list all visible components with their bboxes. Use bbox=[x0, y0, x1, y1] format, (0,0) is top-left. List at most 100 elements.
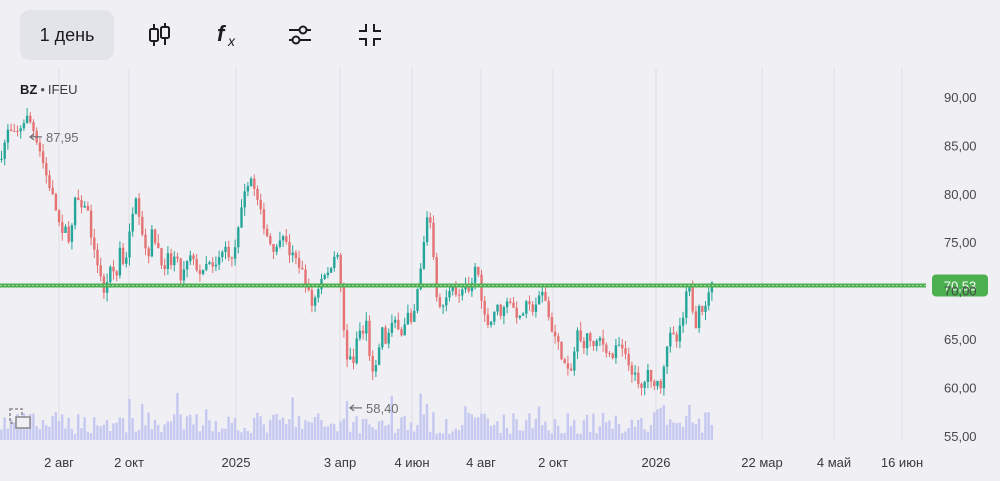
volume-bar bbox=[445, 418, 448, 440]
candle-body bbox=[496, 304, 499, 312]
volume-bar bbox=[118, 417, 121, 440]
volume-bar bbox=[544, 421, 547, 440]
indicators-button[interactable]: f x bbox=[209, 14, 249, 56]
candle-body bbox=[285, 236, 288, 242]
volume-bar bbox=[537, 406, 541, 440]
candle-body bbox=[550, 317, 554, 332]
candle-body bbox=[665, 346, 669, 367]
candle-body bbox=[294, 252, 298, 259]
volume-bar bbox=[329, 423, 333, 440]
volume-bar bbox=[646, 431, 649, 440]
volume-bar bbox=[240, 432, 243, 440]
candle-body bbox=[528, 301, 531, 305]
candle-body bbox=[256, 188, 259, 200]
candle-body bbox=[435, 257, 438, 298]
candle-body bbox=[566, 363, 570, 369]
candle-body bbox=[291, 252, 294, 256]
volume-bar bbox=[195, 414, 198, 440]
candle-body bbox=[326, 272, 330, 276]
svg-text:x: x bbox=[227, 33, 236, 49]
candle-body bbox=[467, 284, 470, 292]
volume-bar bbox=[182, 429, 185, 440]
volume-bar bbox=[592, 413, 595, 440]
layers-button[interactable] bbox=[8, 406, 34, 432]
fullscreen-button[interactable] bbox=[350, 14, 390, 56]
volume-bar bbox=[611, 428, 614, 440]
candle-body bbox=[361, 330, 365, 334]
volume-bar bbox=[515, 419, 518, 440]
volume-bar bbox=[685, 416, 688, 440]
volume-bar bbox=[253, 417, 256, 440]
candle-body bbox=[659, 380, 662, 389]
period-button[interactable]: 1 день bbox=[20, 10, 114, 60]
volume-bar bbox=[406, 430, 409, 440]
candle-body bbox=[173, 256, 176, 266]
candle-body bbox=[9, 129, 13, 131]
candle-body bbox=[653, 381, 656, 387]
volume-bar bbox=[579, 433, 582, 440]
current-price-tag bbox=[932, 274, 988, 297]
volume-bar bbox=[457, 430, 461, 440]
volume-bar bbox=[144, 425, 147, 440]
candle-body bbox=[477, 266, 480, 275]
candle-body bbox=[179, 258, 182, 281]
candle-body bbox=[307, 285, 310, 290]
volume-bar bbox=[336, 431, 339, 440]
candle-body bbox=[112, 266, 115, 272]
candle-body bbox=[384, 327, 387, 344]
candle-body bbox=[429, 217, 432, 223]
volume-bar bbox=[566, 413, 569, 440]
candle-body bbox=[553, 331, 557, 337]
volume-bar bbox=[323, 426, 326, 440]
volume-bar bbox=[502, 414, 505, 440]
candle-body bbox=[624, 348, 627, 355]
volume-bar bbox=[454, 428, 457, 440]
volume-bar bbox=[134, 431, 137, 440]
candle-body bbox=[685, 291, 688, 318]
volume-bar bbox=[397, 428, 400, 440]
x-tick-label: 2026 bbox=[642, 455, 671, 470]
candle-body bbox=[457, 294, 461, 296]
volume-bar bbox=[246, 430, 249, 440]
candle-body bbox=[390, 322, 394, 333]
volume-bar bbox=[349, 431, 352, 440]
volume-bar bbox=[662, 404, 665, 440]
candle-body bbox=[246, 186, 250, 192]
volume-bar bbox=[701, 432, 704, 440]
candle-body bbox=[413, 310, 416, 322]
price-chart[interactable]: 70,53 90,00 85,00 80,00 75,00 70,00 65,00 60,0… bbox=[0, 64, 1000, 481]
candle-body bbox=[473, 266, 477, 283]
volume-bar bbox=[643, 429, 646, 440]
candle-body bbox=[432, 222, 435, 258]
candle-body bbox=[166, 253, 170, 269]
volume-bar bbox=[285, 423, 288, 440]
candle-body bbox=[147, 248, 150, 257]
volume-bar bbox=[573, 419, 576, 440]
candle-body bbox=[352, 356, 355, 364]
candle-body bbox=[448, 290, 451, 298]
volume-bar bbox=[112, 423, 115, 440]
candle-body bbox=[198, 270, 202, 275]
candlestick-button[interactable] bbox=[139, 14, 179, 56]
x-tick-label: 2 авг bbox=[44, 455, 74, 470]
volume-bar bbox=[681, 426, 685, 440]
candle-body bbox=[230, 257, 234, 259]
candle-body bbox=[80, 200, 83, 208]
candle-body bbox=[633, 372, 637, 375]
settings-button[interactable] bbox=[280, 14, 320, 56]
candle-body bbox=[99, 265, 102, 277]
volume-bar bbox=[147, 412, 150, 440]
candle-body bbox=[269, 236, 272, 244]
volume-bar bbox=[653, 412, 656, 440]
candle-body bbox=[557, 336, 560, 342]
volume-bar bbox=[326, 426, 329, 440]
candle-body bbox=[601, 338, 605, 345]
candle-body bbox=[73, 197, 77, 226]
candle-body bbox=[646, 369, 650, 382]
candle-body bbox=[288, 241, 291, 256]
candle-body bbox=[185, 261, 189, 270]
volume-bar bbox=[531, 427, 534, 440]
x-tick-label: 2 окт bbox=[538, 455, 568, 470]
volume-bar bbox=[25, 427, 29, 440]
candle-body bbox=[45, 163, 48, 176]
